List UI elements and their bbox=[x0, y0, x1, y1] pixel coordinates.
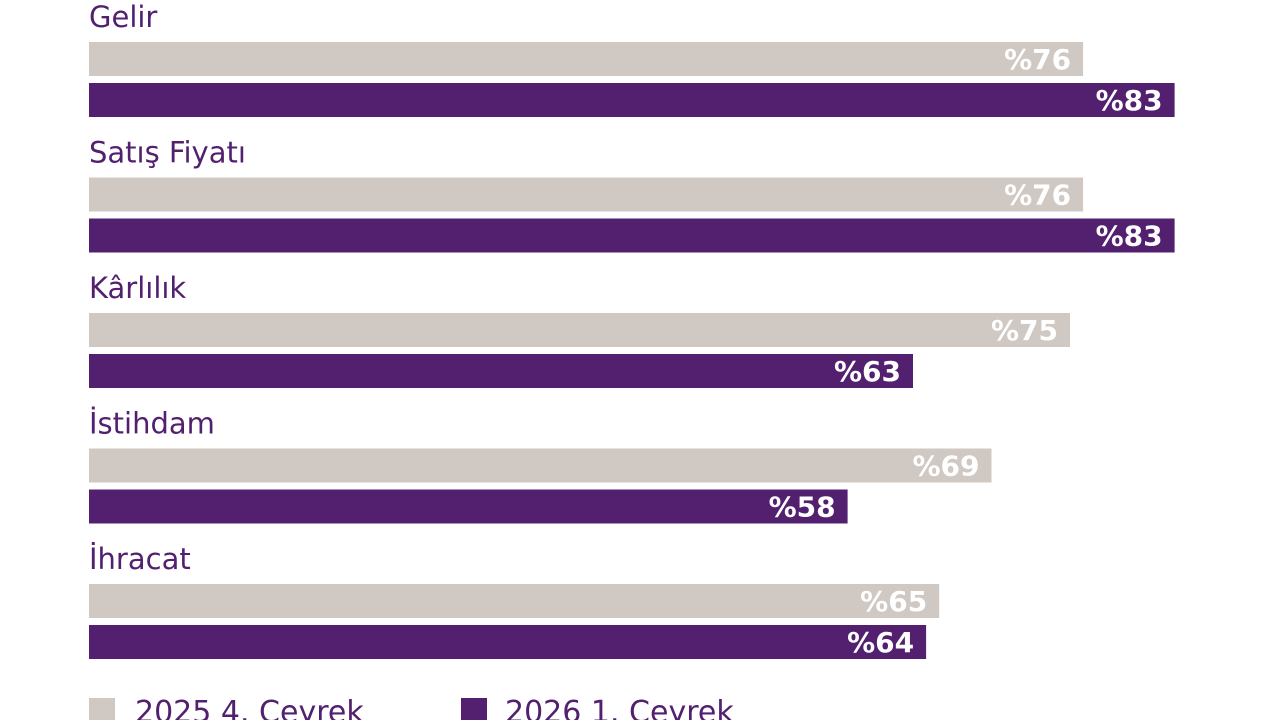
data-label: %83 bbox=[1096, 220, 1163, 253]
bar-series-2 bbox=[89, 489, 848, 524]
chart-groups: Gelir %76 %83 Satış Fiyatı %76 %83 Kârlılık %75… bbox=[89, 0, 1175, 659]
legend-label-series-1: 2025 4. Çeyrek bbox=[135, 695, 364, 720]
bar-series-2 bbox=[89, 218, 1175, 253]
data-label: %63 bbox=[834, 355, 901, 388]
category-group: Satış Fiyatı %76 %83 bbox=[89, 136, 1175, 253]
data-label: %83 bbox=[1096, 84, 1163, 117]
legend: 2025 4. Çeyrek 2026 1. Çeyrek bbox=[89, 695, 734, 720]
bar-series-2 bbox=[89, 83, 1175, 117]
bar-series-1 bbox=[89, 584, 940, 618]
category-group: İhracat %65 %64 bbox=[89, 542, 940, 659]
data-label: %69 bbox=[912, 450, 979, 483]
bar-series-2 bbox=[89, 625, 927, 659]
category-label: İstihdam bbox=[89, 407, 215, 441]
data-label: %58 bbox=[769, 491, 836, 524]
bar-series-1 bbox=[89, 42, 1084, 76]
bar-series-2 bbox=[89, 354, 913, 388]
bar-series-1 bbox=[89, 448, 992, 483]
category-label: İhracat bbox=[89, 542, 191, 576]
legend-swatch-series-1 bbox=[89, 698, 115, 720]
data-label: %76 bbox=[1004, 43, 1071, 76]
bar-series-1 bbox=[89, 177, 1084, 212]
data-label: %64 bbox=[847, 626, 914, 659]
category-group: Kârlılık %75 %63 bbox=[89, 271, 1070, 388]
data-label: %65 bbox=[860, 585, 927, 618]
category-group: Gelir %76 %83 bbox=[89, 0, 1175, 117]
legend-item-series-2: 2026 1. Çeyrek bbox=[461, 695, 734, 720]
legend-item-series-1: 2025 4. Çeyrek bbox=[89, 695, 364, 720]
category-label: Gelir bbox=[89, 0, 157, 34]
legend-swatch-series-2 bbox=[461, 698, 487, 720]
category-group: İstihdam %69 %58 bbox=[89, 407, 992, 524]
data-label: %75 bbox=[991, 314, 1058, 347]
category-label: Kârlılık bbox=[89, 271, 186, 305]
data-label: %76 bbox=[1004, 179, 1071, 212]
bar-series-1 bbox=[89, 313, 1070, 347]
category-label: Satış Fiyatı bbox=[89, 136, 246, 170]
legend-label-series-2: 2026 1. Çeyrek bbox=[505, 695, 734, 720]
